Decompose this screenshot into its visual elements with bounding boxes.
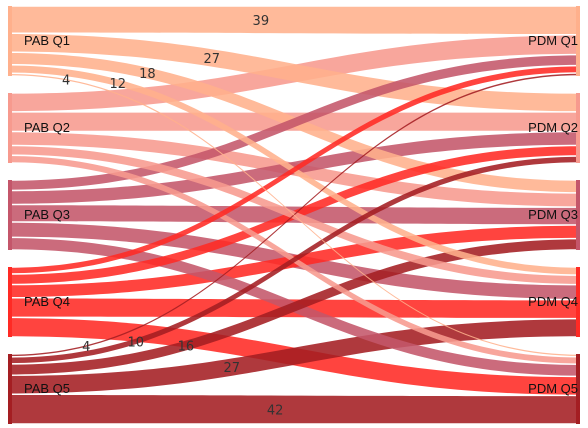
source-node-pab-q4 [8, 267, 12, 337]
target-label-pdm-q5: PDM Q5 [528, 381, 578, 396]
flow-pab-q1-to-pdm-q1 [8, 6, 580, 34]
flow-value-pab-q1-to-pdm-q5: 4 [62, 74, 70, 89]
target-node-pdm-q5 [576, 354, 580, 424]
source-label-pab-q2: PAB Q2 [24, 120, 70, 135]
source-node-pab-q1 [8, 6, 12, 76]
flow-value-pab-q5-to-pdm-q5: 42 [267, 403, 284, 418]
flow-value-pab-q1-to-pdm-q4: 12 [110, 77, 127, 92]
source-node-pab-q5 [8, 354, 12, 424]
flow-pab-q1-to-pdm-q5 [8, 73, 580, 356]
flow-pab-q5-to-pdm-q3 [8, 239, 580, 375]
flow-pab-q5-to-pdm-q2 [8, 156, 580, 364]
source-label-pab-q5: PAB Q5 [24, 381, 70, 396]
source-label-pab-q1: PAB Q1 [24, 33, 70, 48]
target-label-pdm-q2: PDM Q2 [528, 120, 578, 135]
target-node-pdm-q1 [576, 6, 580, 76]
flow-value-pab-q5-to-pdm-q1: 4 [82, 340, 90, 355]
flow-value-pab-q1-to-pdm-q2: 27 [204, 52, 221, 67]
source-node-pab-q2 [8, 93, 12, 163]
flow-value-pab-q5-to-pdm-q2: 10 [128, 335, 145, 350]
target-node-pdm-q4 [576, 267, 580, 337]
node-layer: PAB Q1 PAB Q2 PAB Q3 PAB Q4 PAB Q5 PDM Q1 PDM … [8, 6, 580, 424]
flow-value-pab-q5-to-pdm-q4: 27 [223, 361, 240, 376]
source-node-pab-q3 [8, 180, 12, 250]
target-node-pdm-q3 [576, 180, 580, 250]
label-layer: 39 27 18 12 4 4 10 16 27 42 [62, 14, 283, 418]
flow-value-pab-q5-to-pdm-q3: 16 [178, 340, 195, 355]
target-label-pdm-q3: PDM Q3 [528, 207, 578, 222]
flow-pab-q5-to-pdm-q5 [8, 395, 580, 424]
flow-value-pab-q1-to-pdm-q1: 39 [253, 14, 270, 29]
flow-pab-q3-to-pdm-q1 [8, 55, 580, 190]
flow-value-pab-q1-to-pdm-q3: 18 [139, 67, 156, 82]
flow-pab-q4-to-pdm-q1 [8, 66, 580, 274]
source-label-pab-q3: PAB Q3 [24, 207, 70, 222]
target-label-pdm-q1: PDM Q1 [528, 33, 578, 48]
target-node-pdm-q2 [576, 93, 580, 163]
source-label-pab-q4: PAB Q4 [24, 294, 70, 309]
flow-layer [8, 6, 580, 424]
target-label-pdm-q4: PDM Q4 [528, 294, 578, 309]
